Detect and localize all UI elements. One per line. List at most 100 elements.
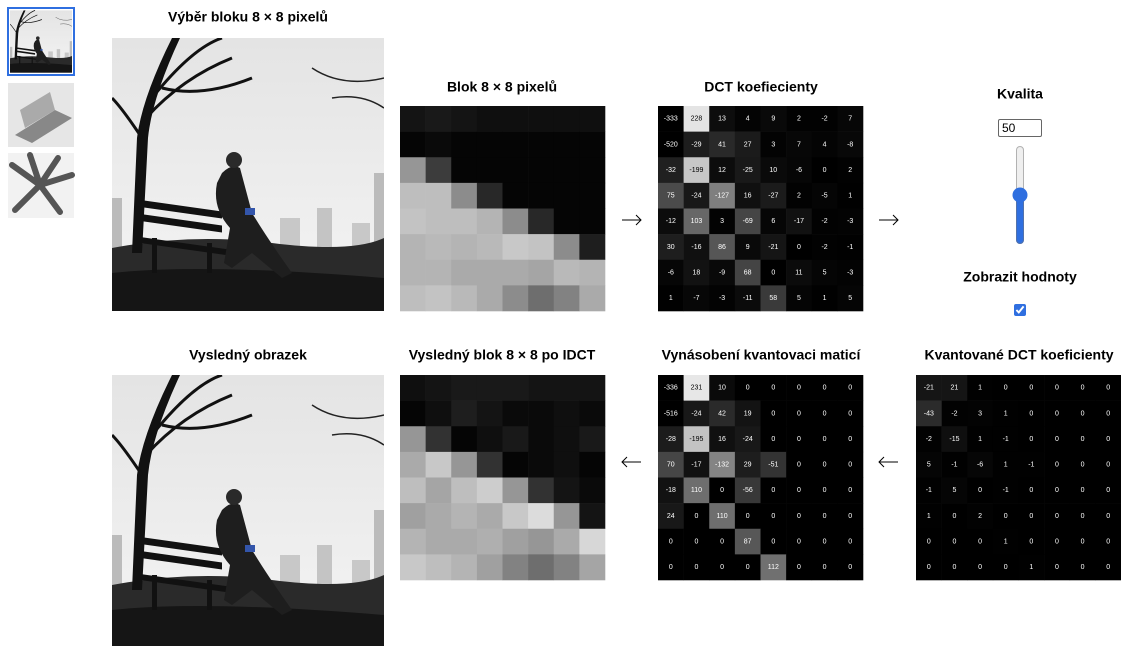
coefficient-value: 0: [848, 487, 852, 494]
coefficient-value: 0: [927, 538, 931, 545]
pixel: [451, 157, 477, 183]
coefficient-value: 0: [823, 513, 827, 520]
coefficient-value: 0: [823, 436, 827, 443]
coefficient-value: -127: [715, 193, 729, 200]
pixel: [426, 452, 452, 478]
coefficient-value: -28: [666, 436, 676, 443]
pixel: [451, 234, 477, 260]
pixel: [426, 478, 452, 504]
coefficient-value: 0: [771, 538, 775, 545]
pixel: [579, 157, 605, 183]
pixel: [528, 132, 554, 158]
coefficient-value: -1: [1028, 462, 1034, 469]
pixel: [503, 234, 529, 260]
coefficient-value: 2: [797, 116, 801, 123]
pixel: [400, 554, 426, 580]
coefficient-value: 12: [718, 167, 726, 174]
pixel: [503, 503, 529, 529]
coefficient-value: -5: [821, 193, 827, 200]
coefficient-value: 2: [848, 167, 852, 174]
pixel: [400, 503, 426, 529]
coefficient-value: 0: [952, 564, 956, 571]
pixel: [528, 183, 554, 209]
pixel: [528, 157, 554, 183]
pixel: [477, 426, 503, 452]
coefficient-value: 3: [771, 141, 775, 148]
pixel: [400, 452, 426, 478]
coefficient-value: 110: [691, 487, 702, 494]
pixel: [400, 529, 426, 555]
coefficient-value: 0: [771, 410, 775, 417]
coefficient-value: 68: [744, 269, 752, 276]
coefficient-value: 0: [848, 538, 852, 545]
coefficient-value: 0: [797, 538, 801, 545]
quality-input[interactable]: [998, 119, 1042, 137]
coefficient-value: -333: [664, 116, 678, 123]
thumbnail[interactable]: [10, 10, 72, 72]
coefficient-value: 5: [848, 295, 852, 302]
coefficient-value: 0: [1029, 513, 1033, 520]
coefficient-value: 0: [823, 385, 827, 392]
coefficient-value: -132: [715, 462, 729, 469]
coefficient-value: 0: [1055, 564, 1059, 571]
thumbnail[interactable]: [8, 83, 74, 147]
pixel: [528, 401, 554, 427]
source-photo[interactable]: [112, 38, 384, 311]
pixel: [426, 106, 452, 132]
pixel: [503, 260, 529, 286]
coefficient-value: 9: [771, 116, 775, 123]
coefficient-value: -27: [768, 193, 778, 200]
coefficient-value: 0: [1055, 538, 1059, 545]
coefficient-value: 0: [797, 436, 801, 443]
pixel: [528, 426, 554, 452]
pixel: [400, 260, 426, 286]
control-label: Zobrazit hodnoty: [963, 269, 1077, 285]
coefficient-value: 1: [1004, 410, 1008, 417]
coefficient-value: 5: [952, 487, 956, 494]
pixel: [451, 260, 477, 286]
coefficient-value: 0: [720, 538, 724, 545]
pixel: [579, 426, 605, 452]
coefficient-value: -3: [847, 218, 853, 225]
coefficient-value: 231: [691, 385, 703, 392]
pixel: [426, 157, 452, 183]
coefficient-value: -21: [924, 385, 934, 392]
section-title: Kvantované DCT koeficienty: [924, 347, 1113, 363]
thumbnail[interactable]: [8, 153, 74, 218]
coefficient-value: 0: [771, 513, 775, 520]
coefficient-value: 0: [823, 564, 827, 571]
pixel: [451, 554, 477, 580]
pixel: [579, 209, 605, 235]
pixel: [579, 529, 605, 555]
pixel: [503, 375, 529, 401]
coefficient-value: 19: [744, 410, 752, 417]
pixel: [528, 285, 554, 311]
pixel: [426, 554, 452, 580]
coefficient-value: 0: [978, 487, 982, 494]
pixel: [554, 209, 580, 235]
pixel: [451, 285, 477, 311]
pixel: [554, 106, 580, 132]
show-values-checkbox[interactable]: [1014, 304, 1026, 316]
coefficient-value: 4: [823, 141, 827, 148]
pixel: [503, 157, 529, 183]
pixel: [426, 183, 452, 209]
pixel: [554, 503, 580, 529]
coefficient-value: 7: [848, 116, 852, 123]
pixel: [579, 106, 605, 132]
coefficient-value: 0: [797, 513, 801, 520]
quality-slider[interactable]: [1010, 145, 1030, 245]
pixel: [477, 554, 503, 580]
coefficient-value: 0: [746, 564, 750, 571]
coefficient-value: -18: [666, 487, 676, 494]
coefficient-value: 0: [694, 538, 698, 545]
coefficient-value: 0: [1106, 410, 1110, 417]
pixel: [579, 401, 605, 427]
coefficient-value: -1: [951, 462, 957, 469]
coefficient-value: 3: [720, 218, 724, 225]
coefficient-value: -195: [689, 436, 703, 443]
coefficient-value: 0: [1004, 564, 1008, 571]
pixel: [426, 234, 452, 260]
coefficient-value: 1: [669, 295, 673, 302]
coefficient-value: 0: [1029, 538, 1033, 545]
